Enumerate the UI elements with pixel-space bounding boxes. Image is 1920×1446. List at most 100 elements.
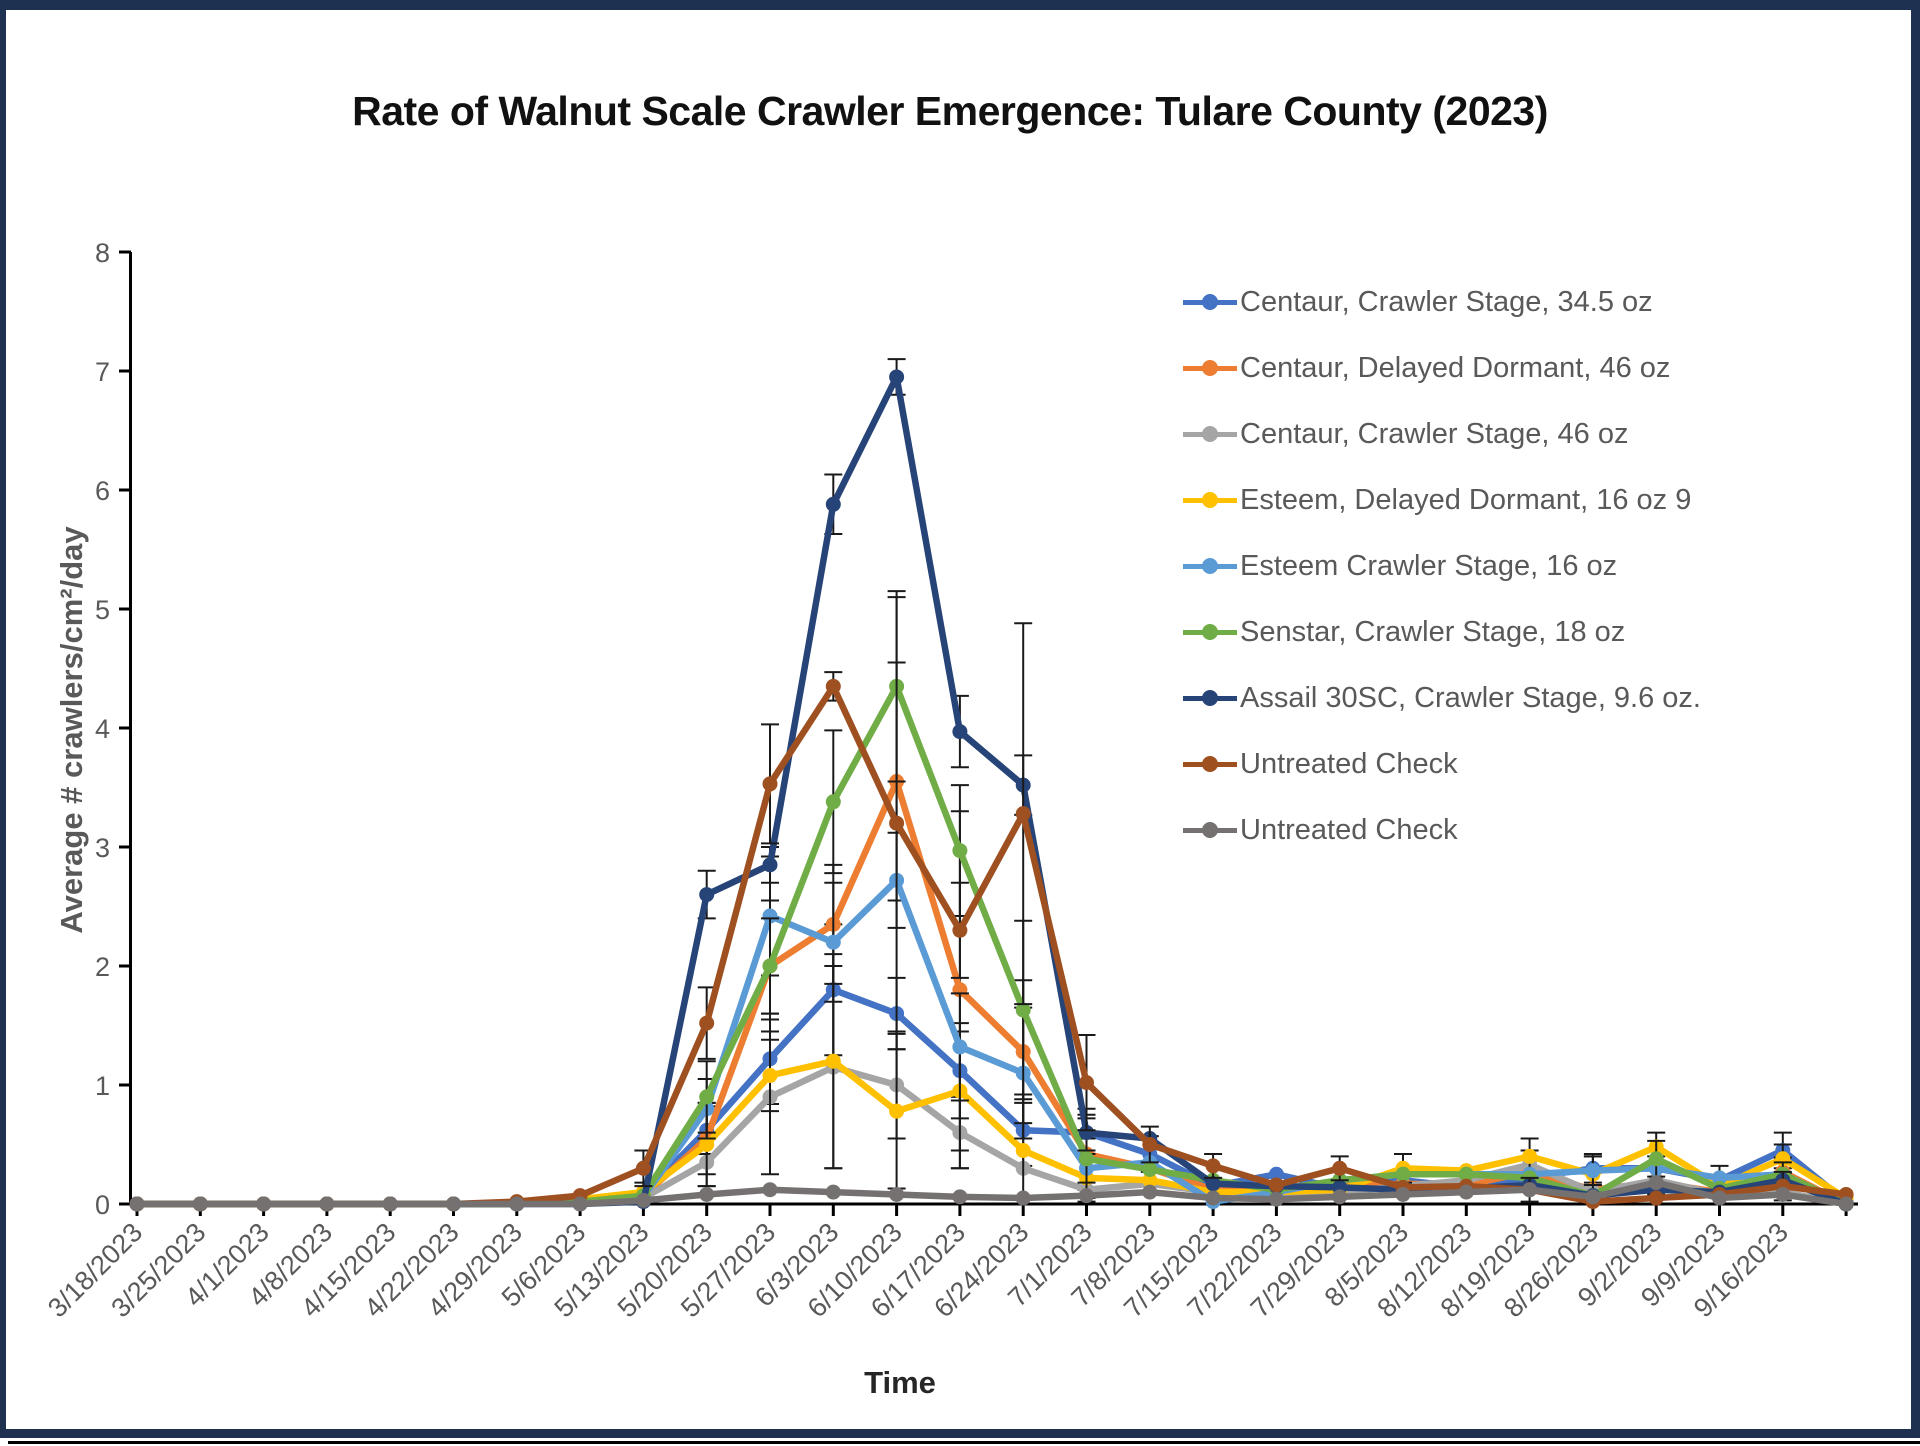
data-point xyxy=(825,794,841,810)
data-point xyxy=(699,887,715,903)
data-point xyxy=(699,1186,715,1202)
data-point xyxy=(889,369,905,385)
data-point xyxy=(1205,1176,1221,1192)
data-point xyxy=(1205,1190,1221,1206)
data-point xyxy=(1015,1190,1031,1206)
data-point xyxy=(699,1137,715,1152)
data-point xyxy=(762,958,778,974)
data-point xyxy=(1712,1190,1727,1206)
data-point xyxy=(889,1103,905,1119)
legend-item: Centaur, Delayed Dormant, 46 oz xyxy=(1183,349,1701,387)
data-point xyxy=(446,1196,461,1212)
data-point xyxy=(1395,1186,1411,1202)
legend-item: Untreated Check xyxy=(1183,745,1701,783)
data-point xyxy=(1522,1148,1538,1164)
data-point xyxy=(1079,1075,1094,1091)
legend-item: Senstar, Crawler Stage, 18 oz xyxy=(1183,613,1701,651)
data-point xyxy=(889,815,905,831)
data-point xyxy=(1648,1151,1664,1167)
data-point xyxy=(1268,1166,1284,1182)
data-point xyxy=(1712,1170,1727,1186)
y-axis-title: Average # crawlers/cm²/day xyxy=(54,526,89,934)
data-point xyxy=(129,1196,145,1212)
legend-label: Centaur, Crawler Stage, 34.5 oz xyxy=(1240,285,1653,318)
data-point xyxy=(1332,1160,1348,1176)
data-point xyxy=(762,1067,778,1083)
legend-marker-icon xyxy=(1183,822,1237,838)
legend-marker-icon xyxy=(1183,492,1237,508)
data-point xyxy=(382,1196,398,1212)
legend-item: Esteem, Delayed Dormant, 16 oz 9 xyxy=(1183,481,1701,519)
y-tick-label: 2 xyxy=(95,952,110,982)
legend-item: Esteem Crawler Stage, 16 oz xyxy=(1183,547,1701,585)
data-point xyxy=(699,1015,715,1031)
data-point xyxy=(1585,1163,1601,1179)
data-point xyxy=(825,1053,841,1069)
data-point xyxy=(509,1196,525,1212)
legend-label: Centaur, Crawler Stage, 46 oz xyxy=(1240,417,1629,450)
data-point xyxy=(1015,1142,1031,1158)
legend-label: Esteem Crawler Stage, 16 oz xyxy=(1240,549,1618,582)
data-point xyxy=(1079,1188,1094,1204)
data-point xyxy=(1205,1158,1221,1174)
legend-item: Assail 30SC, Crawler Stage, 9.6 oz. xyxy=(1183,679,1701,717)
data-point xyxy=(1458,1184,1474,1200)
data-point xyxy=(1395,1166,1411,1182)
data-point xyxy=(256,1196,272,1212)
y-tick-label: 8 xyxy=(95,238,110,268)
data-point xyxy=(1775,1186,1791,1202)
y-tick-label: 1 xyxy=(95,1071,110,1101)
data-point xyxy=(1648,1175,1664,1191)
data-point xyxy=(952,1189,968,1205)
data-point xyxy=(825,496,841,512)
legend-label: Centaur, Delayed Dormant, 46 oz xyxy=(1240,351,1671,384)
bottom-divider xyxy=(8,1441,1920,1444)
y-tick-label: 4 xyxy=(95,714,110,744)
y-tick-label: 6 xyxy=(95,476,110,506)
data-point xyxy=(825,678,841,694)
y-tick-label: 5 xyxy=(95,595,110,625)
data-point xyxy=(319,1196,335,1212)
data-point xyxy=(1585,1189,1601,1205)
data-point xyxy=(1142,1161,1158,1177)
legend-item: Centaur, Crawler Stage, 34.5 oz xyxy=(1183,283,1701,321)
legend-label: Untreated Check xyxy=(1240,747,1458,780)
y-tick-label: 0 xyxy=(95,1190,110,1220)
data-point xyxy=(1332,1189,1348,1205)
chart-title: Rate of Walnut Scale Crawler Emergence: … xyxy=(352,88,1548,134)
legend-marker-icon xyxy=(1183,294,1237,310)
legend-label: Untreated Check xyxy=(1240,813,1458,846)
data-point xyxy=(762,776,778,792)
data-point xyxy=(1142,1137,1158,1152)
data-point xyxy=(952,922,968,938)
series-line-8 xyxy=(133,1179,1850,1208)
data-point xyxy=(1648,1190,1664,1206)
data-point xyxy=(952,724,968,740)
data-point xyxy=(635,1160,651,1176)
data-point xyxy=(762,857,778,873)
data-point xyxy=(952,843,968,859)
data-point xyxy=(1015,806,1031,822)
data-point xyxy=(1142,1172,1158,1188)
legend-item: Untreated Check xyxy=(1183,811,1701,849)
data-point xyxy=(762,1182,778,1198)
data-point xyxy=(192,1196,208,1212)
data-point xyxy=(1079,1125,1094,1141)
x-axis-title: Time xyxy=(864,1365,936,1400)
data-point xyxy=(572,1196,588,1212)
y-tick-label: 3 xyxy=(95,833,110,863)
legend-label: Esteem, Delayed Dormant, 16 oz 9 xyxy=(1240,483,1692,516)
data-point xyxy=(1458,1166,1474,1182)
legend-marker-icon xyxy=(1183,624,1237,640)
data-point xyxy=(1522,1182,1538,1198)
data-point xyxy=(699,1089,715,1105)
legend-marker-icon xyxy=(1183,756,1237,772)
legend-marker-icon xyxy=(1183,426,1237,442)
data-point xyxy=(1079,1151,1094,1167)
legend-label: Assail 30SC, Crawler Stage, 9.6 oz. xyxy=(1240,681,1701,714)
data-point xyxy=(825,1184,841,1200)
data-point xyxy=(1268,1191,1284,1207)
legend-marker-icon xyxy=(1183,360,1237,376)
chart-legend: Centaur, Crawler Stage, 34.5 oz Centaur, … xyxy=(1183,283,1701,877)
